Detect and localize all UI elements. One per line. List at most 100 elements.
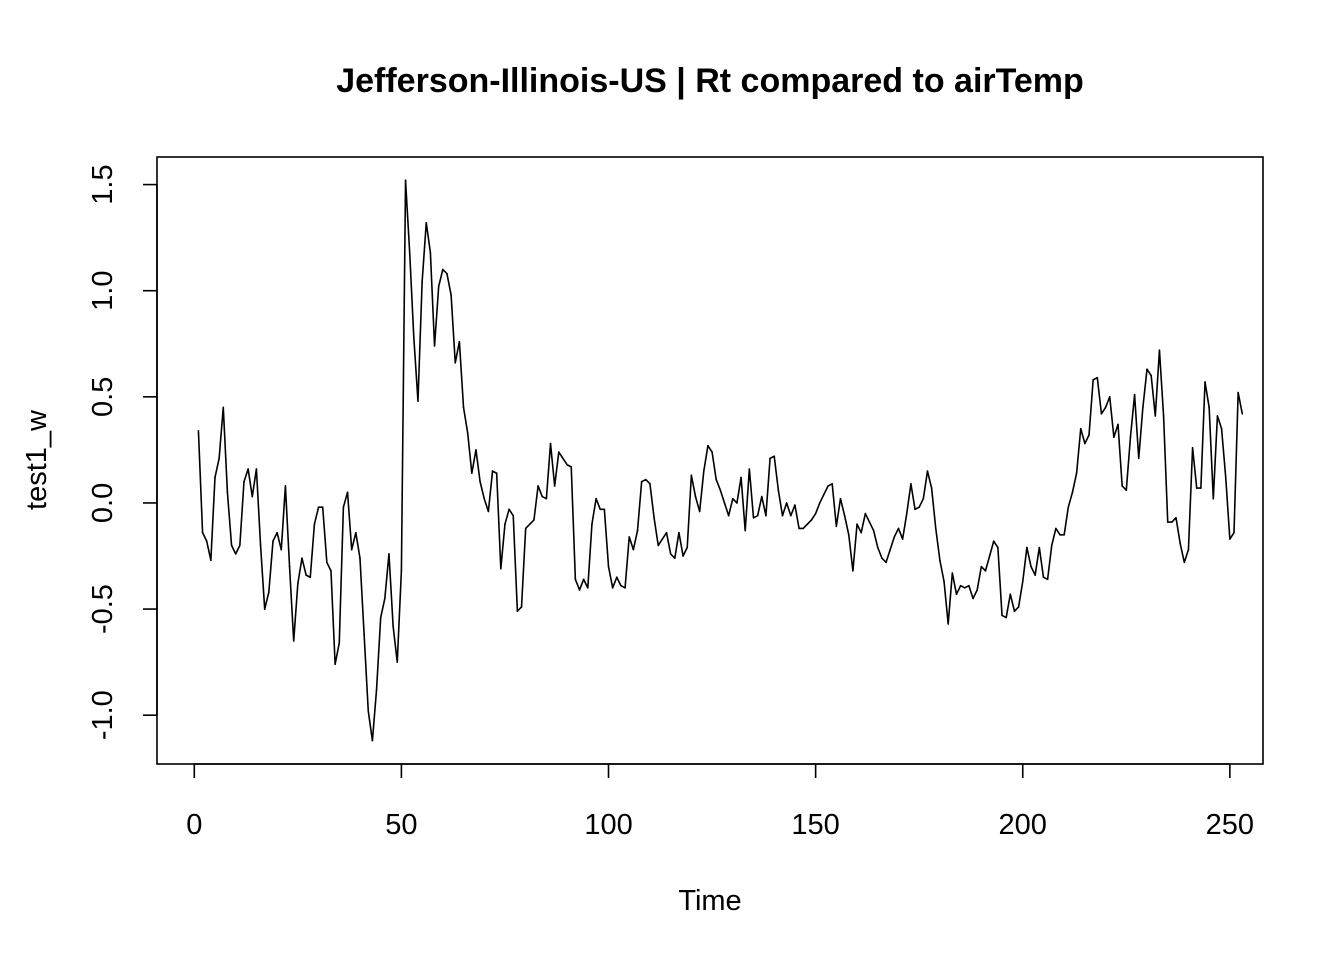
data-point bbox=[367, 710, 370, 712]
data-point bbox=[653, 517, 655, 519]
data-point bbox=[433, 345, 436, 347]
data-point bbox=[197, 429, 200, 432]
data-point bbox=[1208, 406, 1210, 409]
data-point bbox=[756, 514, 759, 517]
data-point bbox=[549, 442, 552, 445]
data-point bbox=[814, 512, 817, 515]
data-point bbox=[313, 523, 316, 525]
data-point bbox=[454, 362, 457, 364]
data-point bbox=[860, 531, 862, 534]
data-point bbox=[226, 491, 229, 494]
data-point bbox=[1175, 517, 1177, 519]
data-point bbox=[371, 739, 374, 742]
data-point bbox=[1129, 436, 1132, 438]
data-point bbox=[682, 555, 684, 557]
data-point bbox=[558, 451, 560, 453]
data-point bbox=[611, 587, 614, 589]
data-point bbox=[230, 544, 233, 547]
data-point bbox=[404, 179, 407, 182]
data-point bbox=[707, 444, 709, 447]
data-point bbox=[748, 468, 751, 470]
data-point bbox=[1050, 544, 1053, 547]
data-point bbox=[997, 546, 999, 549]
data-point bbox=[992, 540, 995, 542]
data-point bbox=[342, 506, 345, 508]
data-point bbox=[1096, 376, 1099, 379]
data-point bbox=[1055, 527, 1057, 530]
data-point bbox=[905, 512, 908, 515]
data-point bbox=[897, 527, 900, 530]
data-point bbox=[1013, 610, 1016, 612]
data-point bbox=[255, 468, 258, 470]
data-point bbox=[292, 640, 295, 642]
data-point bbox=[624, 587, 626, 589]
plot-frame bbox=[156, 156, 1264, 765]
data-point bbox=[765, 514, 767, 517]
data-point bbox=[247, 468, 249, 470]
data-point bbox=[218, 457, 220, 460]
data-point bbox=[334, 663, 336, 666]
data-point bbox=[731, 497, 734, 500]
data-point bbox=[222, 406, 225, 409]
data-point bbox=[839, 497, 842, 500]
data-point bbox=[876, 546, 879, 549]
data-point bbox=[806, 523, 809, 525]
data-point bbox=[280, 548, 283, 551]
data-point bbox=[889, 548, 891, 551]
data-point bbox=[483, 497, 486, 500]
data-point bbox=[375, 688, 378, 691]
data-point bbox=[1017, 606, 1020, 608]
x-axis-label: Time bbox=[678, 885, 741, 917]
data-point bbox=[214, 476, 216, 479]
data-point bbox=[926, 470, 929, 472]
data-point bbox=[508, 508, 510, 511]
data-point bbox=[512, 514, 515, 517]
data-point bbox=[284, 485, 287, 487]
data-point bbox=[984, 570, 987, 572]
data-point bbox=[719, 489, 722, 492]
data-point bbox=[379, 616, 382, 619]
data-point bbox=[516, 610, 519, 612]
data-point bbox=[437, 285, 440, 288]
data-point bbox=[686, 546, 689, 549]
data-point bbox=[466, 432, 469, 434]
data-point bbox=[1212, 497, 1215, 500]
data-point bbox=[408, 251, 411, 254]
data-point bbox=[1142, 406, 1144, 409]
data-point bbox=[773, 455, 776, 458]
chart-title: Jefferson-Illinois-US | Rt compared to a… bbox=[336, 62, 1084, 100]
x-tick-label: 50 bbox=[385, 809, 417, 841]
data-point bbox=[1162, 415, 1165, 417]
data-point bbox=[1046, 578, 1049, 581]
data-point bbox=[939, 559, 941, 562]
data-point bbox=[205, 540, 208, 542]
data-point bbox=[595, 497, 597, 500]
data-point bbox=[355, 531, 357, 534]
data-point bbox=[578, 589, 581, 591]
data-point bbox=[607, 565, 610, 568]
data-point bbox=[922, 497, 925, 500]
data-point bbox=[943, 580, 945, 583]
data-point bbox=[582, 578, 585, 581]
data-point bbox=[239, 544, 241, 547]
data-point bbox=[872, 529, 875, 532]
data-point bbox=[789, 514, 792, 517]
data-point bbox=[1224, 476, 1227, 479]
data-point bbox=[1204, 381, 1206, 383]
data-point bbox=[723, 502, 726, 504]
data-point bbox=[1220, 427, 1223, 430]
data-point bbox=[1079, 427, 1082, 430]
data-point bbox=[955, 593, 958, 596]
data-point bbox=[471, 472, 473, 475]
data-point bbox=[1117, 423, 1119, 426]
y-tick-label: 0.5 bbox=[87, 377, 119, 417]
data-point bbox=[1125, 489, 1128, 492]
data-point bbox=[1067, 506, 1070, 508]
data-point bbox=[599, 508, 602, 511]
data-point bbox=[524, 527, 527, 530]
data-point bbox=[442, 268, 444, 271]
data-point bbox=[417, 400, 419, 402]
data-point bbox=[400, 570, 403, 572]
data-point bbox=[1100, 413, 1103, 415]
data-point bbox=[591, 523, 593, 525]
